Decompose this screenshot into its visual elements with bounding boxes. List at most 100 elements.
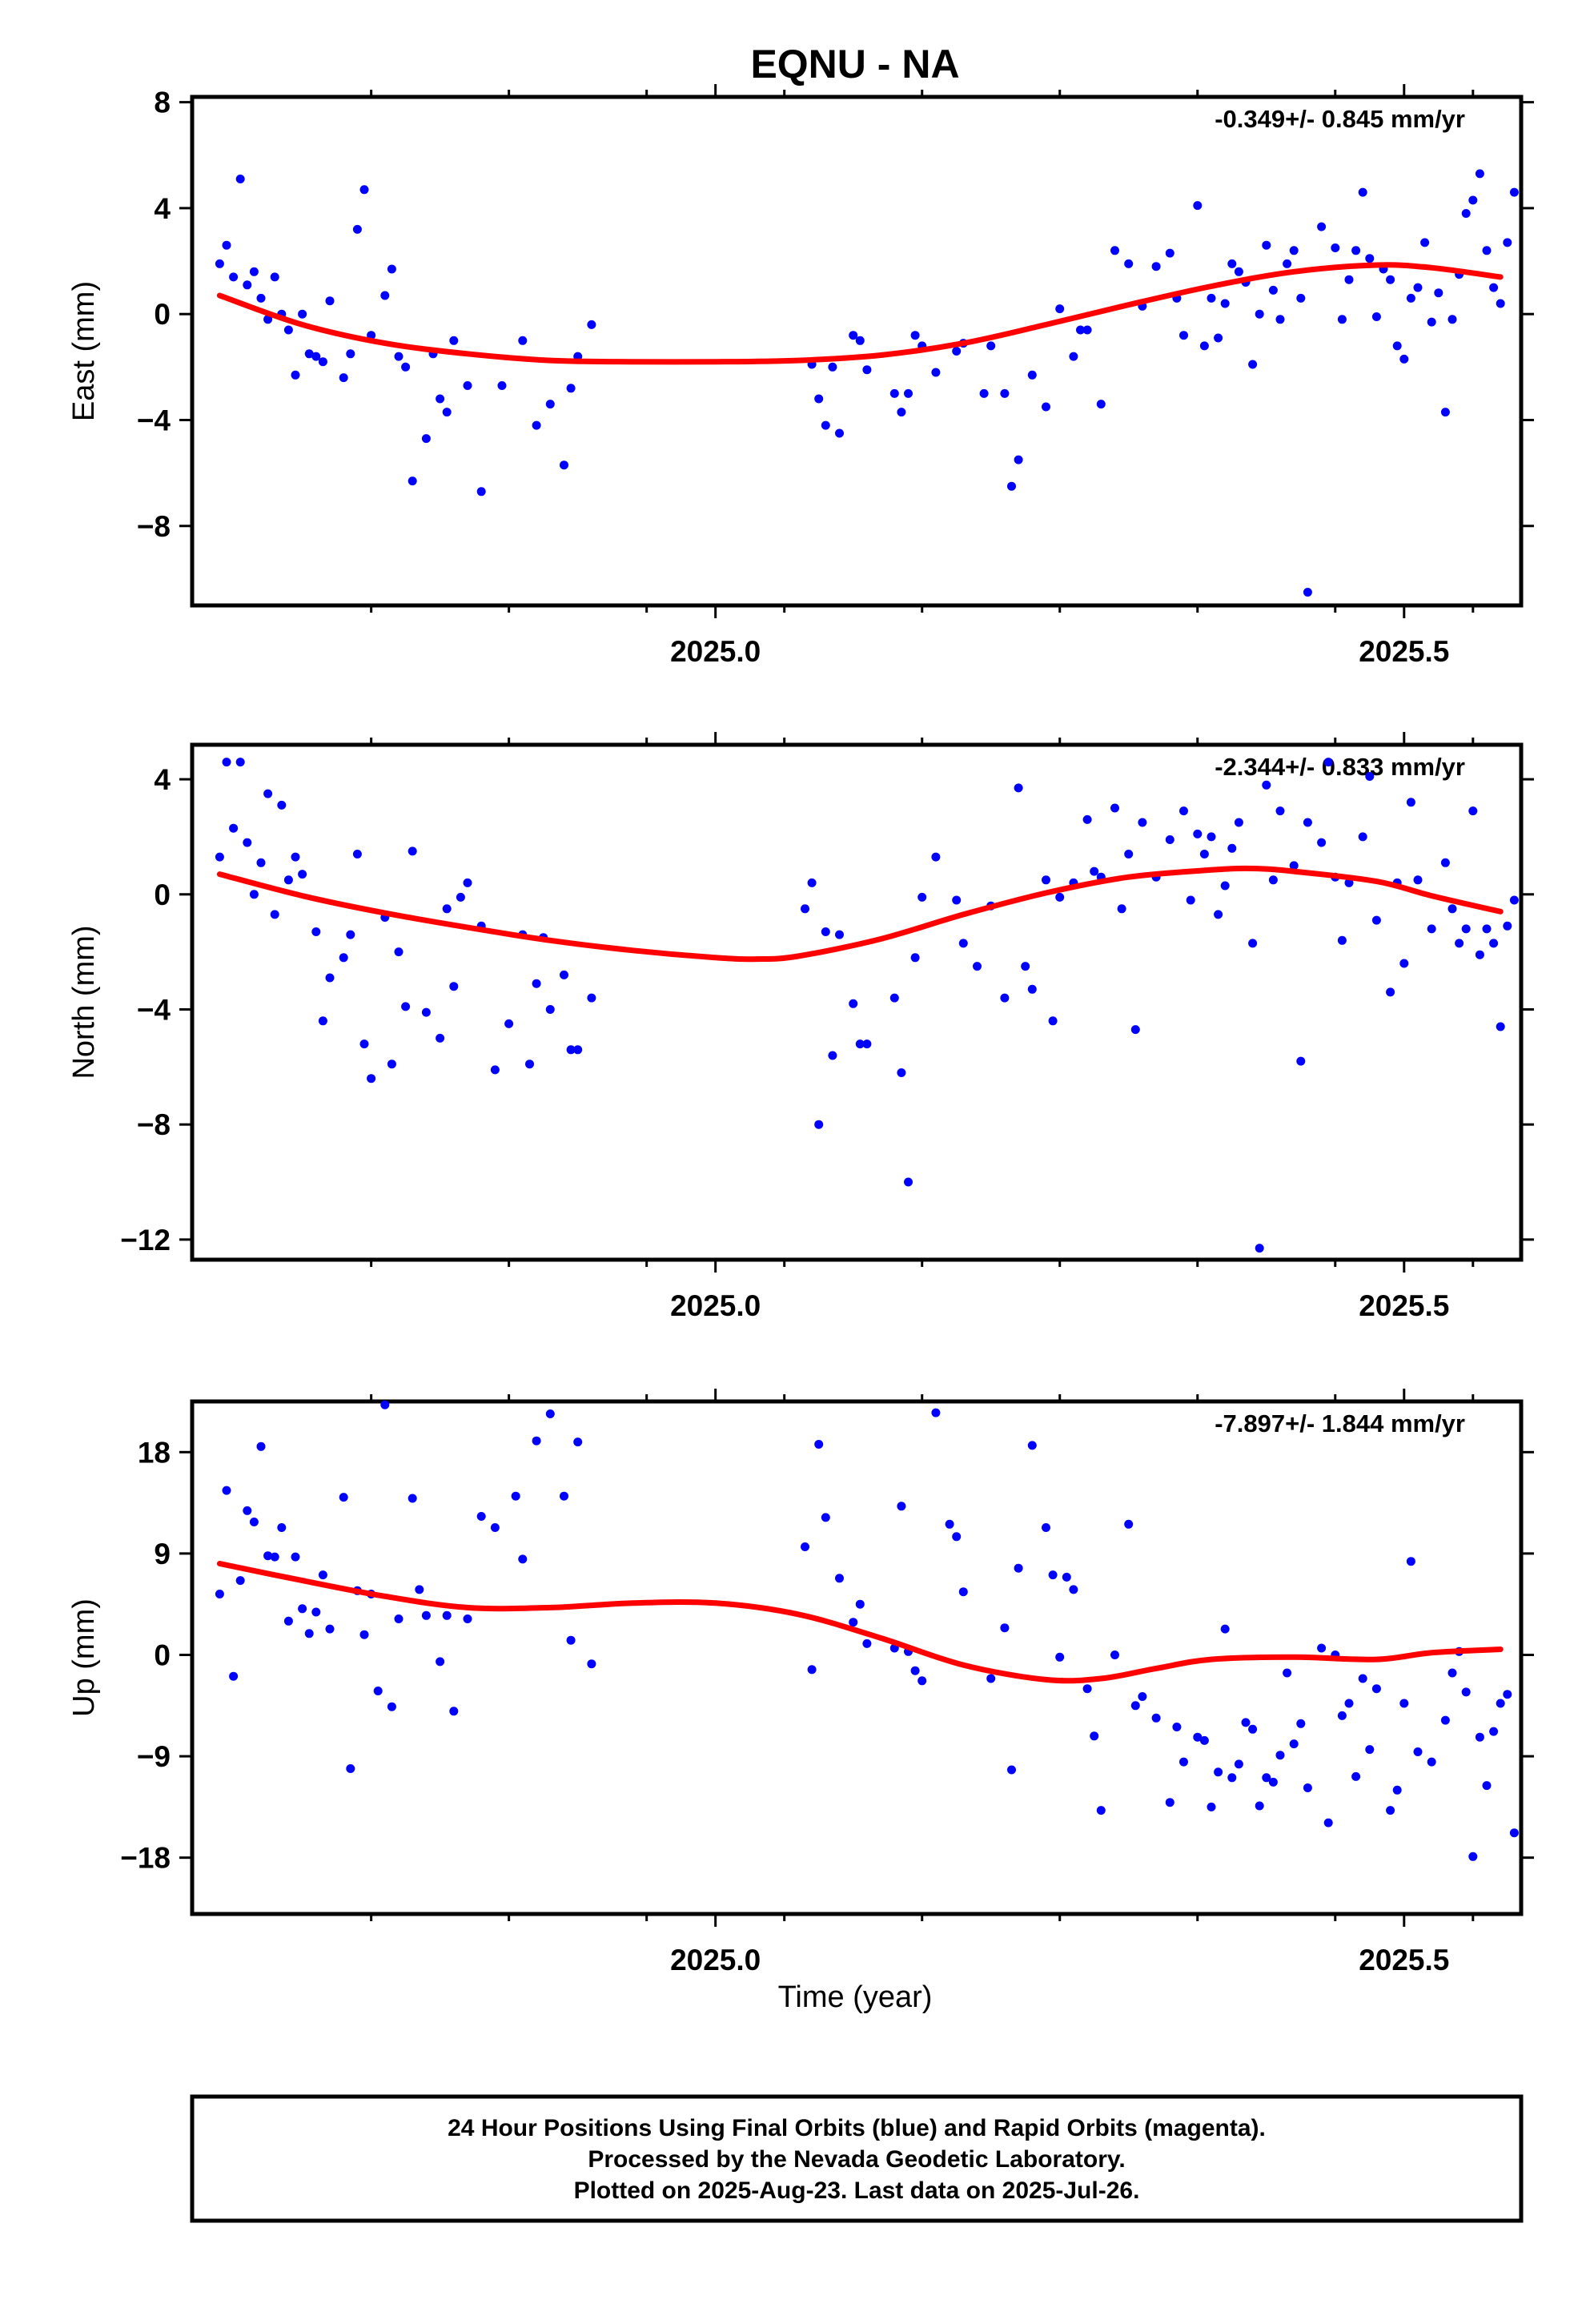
north-data-point [504,1019,514,1028]
up-data-point [532,1436,541,1445]
north-data-point [1455,939,1464,948]
up-data-point [1082,1684,1092,1694]
east-data-point [566,384,576,393]
north-data-point [1509,895,1519,905]
north-data-point [1489,939,1499,948]
east-data-point [1317,222,1327,231]
up-data-point [1027,1441,1037,1450]
up-data-point [1042,1523,1050,1532]
north-data-point [1317,838,1327,847]
north-data-point [525,1059,534,1069]
up-data-point [1509,1828,1519,1838]
east-data-point [1096,400,1106,409]
north-data-point [897,1068,906,1077]
east-data-point [270,272,279,282]
up-data-point [566,1635,576,1645]
east-data-point [1489,283,1499,292]
east-data-point [1000,388,1010,398]
east-data-point [862,365,872,375]
north-data-point [1042,875,1050,885]
up-frame [190,1399,1524,1916]
north-data-point [814,1120,824,1129]
east-data-point [325,296,335,306]
north-data-point [1427,924,1436,934]
north-data-point [1255,1244,1264,1253]
east-data-point [910,331,920,340]
up-data-point [958,1587,968,1597]
up-data-point [511,1491,520,1501]
east-data-point [291,370,300,380]
up-data-point [1227,1773,1237,1783]
east-data-point [814,394,824,404]
north-data-point [910,953,920,963]
up-data-point [1214,1767,1223,1777]
east-data-point [1165,248,1174,258]
up-data-point [1323,1818,1333,1827]
east-data-point [346,349,355,359]
east-x-tick-label: 2025.0 [670,635,761,668]
north-data-point [1337,935,1347,945]
north-data-point [1090,866,1099,876]
east-data-point [532,420,541,430]
up-data-point [229,1671,239,1681]
north-data-point [889,993,899,1003]
north-data-point [807,878,817,887]
north-data-point [1289,861,1299,870]
north-y-tick-label: −4 [137,993,171,1026]
north-data-point [1234,818,1243,827]
east-data-point [352,224,362,234]
east-data-point [1496,299,1505,308]
north-data-point [1179,806,1188,816]
north-data-point [821,927,830,936]
east-y-tick-label: 4 [154,192,171,225]
up-data-point [1193,1732,1203,1742]
north-data-point [1227,843,1237,853]
east-data-point [298,309,307,319]
up-data-point [1413,1747,1423,1756]
north-data-point [346,930,355,939]
east-fit-line [216,262,1504,365]
east-data-point [215,259,224,268]
east-data-point [1440,408,1450,417]
up-y-tick-label: 18 [138,1436,171,1469]
east-data-point [1255,309,1264,319]
east-data-point [1248,360,1258,369]
north-data-point [235,758,245,767]
east-panel: 2025.0 2025.5 8 4 0 −4 −8 East (mm) -0.349+/- 0.… [67,84,1534,668]
up-fit-line [216,1561,1504,1684]
north-data-point [249,890,259,899]
east-data-point [1042,402,1050,412]
east-data-point [1214,333,1223,343]
north-data-point [835,930,844,939]
north-data-point [1358,832,1367,842]
up-y-tick-label: 0 [154,1638,171,1671]
east-data-point [1434,288,1443,298]
east-data-point [304,349,314,359]
north-data-point [449,982,459,991]
up-data-point [476,1512,486,1521]
up-y-tick-label: −18 [120,1842,171,1875]
east-data-point [979,388,989,398]
north-data-point [359,1039,369,1049]
up-data-point [1358,1674,1367,1683]
east-data-point [1227,259,1237,268]
up-data-point [387,1702,396,1711]
up-data-point [1199,1735,1209,1745]
north-data-point [545,1005,555,1014]
up-data-point [1475,1732,1484,1742]
east-data-point [497,381,507,390]
up-data-point [1124,1519,1134,1529]
east-data-point [1082,325,1092,335]
up-data-point [1303,1783,1312,1792]
footer-line-2: Processed by the Nevada Geodetic Laborat… [588,2146,1125,2173]
east-data-point [1468,195,1478,205]
up-data-point [283,1616,293,1626]
east-data-point [1055,304,1065,314]
up-data-point [1317,1643,1327,1653]
up-data-point [463,1614,472,1623]
up-data-point [263,1551,273,1561]
up-data-point [931,1408,941,1417]
north-data-point [849,999,858,1008]
east-data-point [394,352,404,361]
up-data-point [1468,1852,1478,1861]
